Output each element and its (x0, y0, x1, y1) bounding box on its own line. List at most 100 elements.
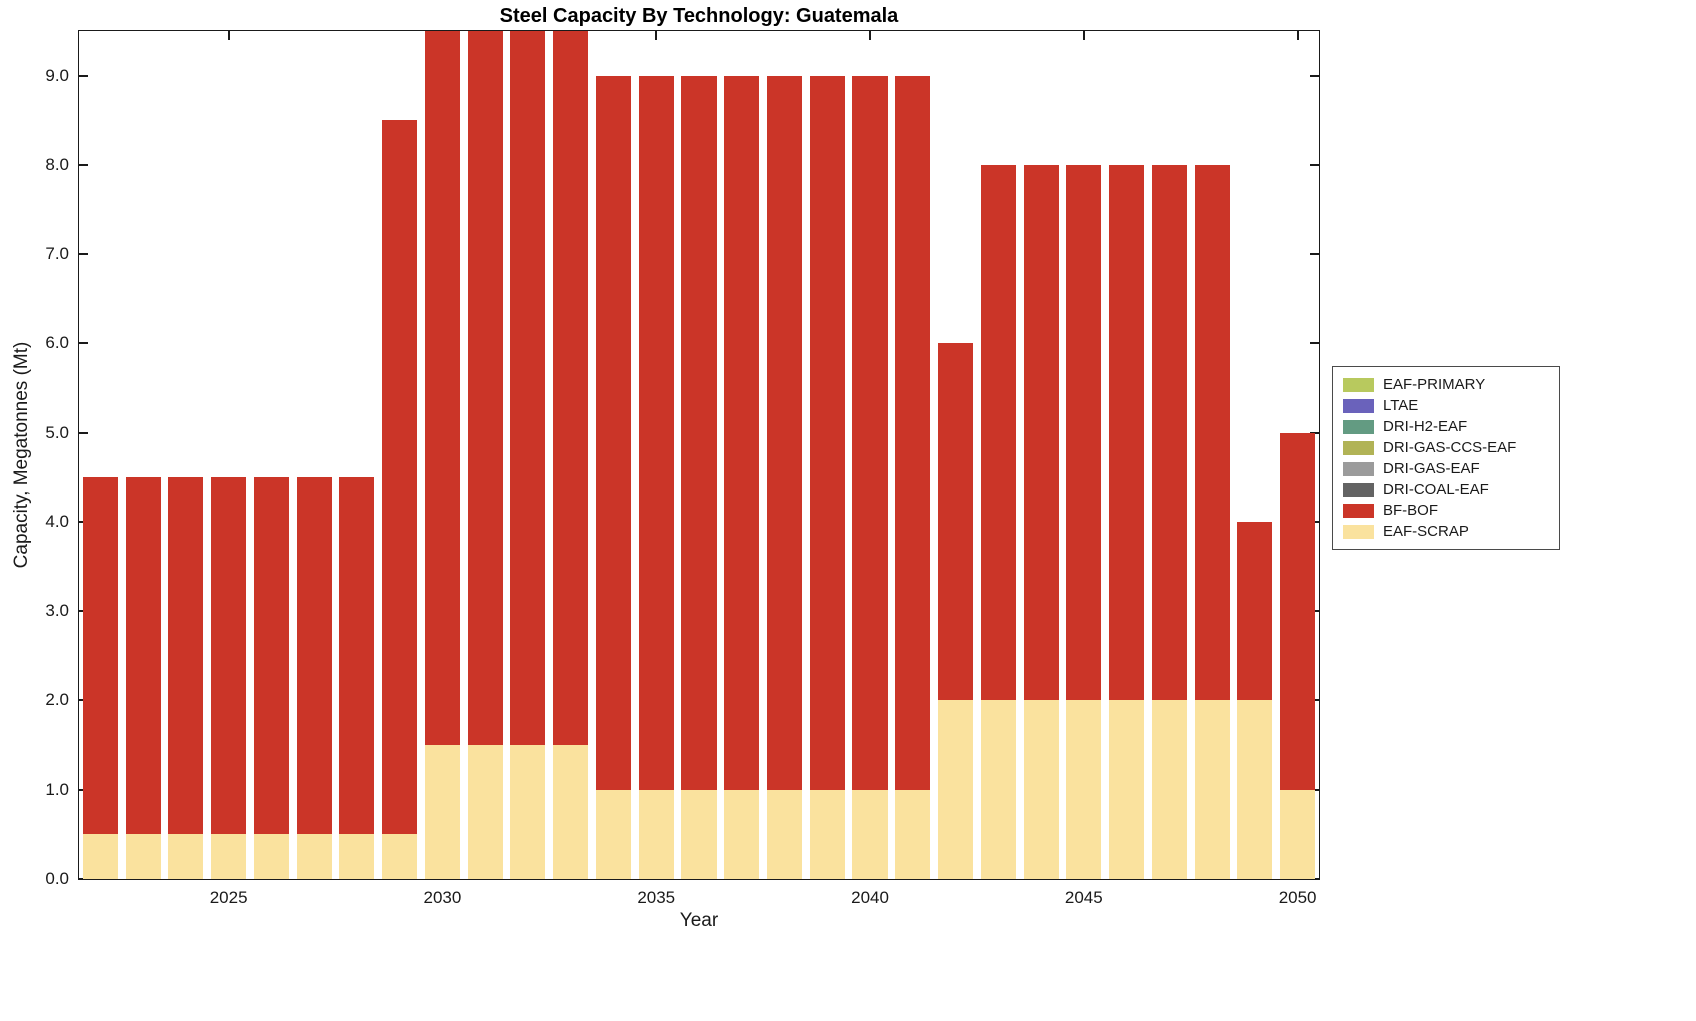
legend-swatch-dri-h2-eaf (1343, 419, 1374, 434)
bar-2024 (165, 31, 208, 879)
bar-2038 (763, 31, 806, 879)
bar-segment-bf-bof (339, 477, 375, 835)
bar-segment-eaf-scrap (211, 834, 247, 879)
bar-2049 (1233, 31, 1276, 879)
bar-segment-eaf-scrap (510, 745, 546, 879)
y-tick-mark-right (1310, 253, 1319, 256)
bar-segment-eaf-scrap (724, 789, 760, 879)
bar-2037 (720, 31, 763, 879)
bar-segment-eaf-scrap (1066, 700, 1102, 879)
bar-segment-eaf-scrap (638, 789, 674, 879)
bar-segment-bf-bof (724, 75, 760, 790)
x-tick-mark-top (655, 31, 658, 40)
bar-2042 (934, 31, 977, 879)
bar-segment-bf-bof (852, 75, 888, 790)
bar-segment-eaf-scrap (1194, 700, 1230, 879)
y-tick-mark-right (1310, 74, 1319, 77)
x-tick-label: 2040 (851, 888, 889, 907)
y-tick-label: 2.0 (45, 690, 69, 710)
bar-segment-bf-bof (895, 75, 931, 790)
legend-swatch-dri-coal-eaf (1343, 482, 1374, 497)
bar-segment-bf-bof (980, 164, 1016, 701)
bar-segment-bf-bof (424, 31, 460, 746)
y-tick-mark-left (79, 74, 88, 77)
x-tick-label: 2050 (1278, 888, 1317, 907)
legend-row: BF-BOF (1343, 500, 1549, 521)
bar-segment-eaf-scrap (766, 789, 803, 879)
y-tick-mark-left (79, 878, 88, 880)
bar-segment-eaf-scrap (1109, 700, 1145, 879)
y-tick-mark-left (79, 253, 88, 256)
bar-segment-bf-bof (1151, 164, 1187, 701)
y-axis-label: Capacity, Megatonnes (Mt) (11, 341, 32, 569)
bar-2043 (977, 31, 1020, 879)
bar-2039 (806, 31, 849, 879)
legend-swatch-bf-bof (1343, 503, 1374, 518)
y-tick-label: 7.0 (45, 244, 69, 264)
legend-label: LTAE (1383, 397, 1419, 414)
bar-segment-eaf-scrap (1151, 700, 1187, 879)
bar-segment-eaf-scrap (296, 834, 332, 879)
bar-segment-bf-bof (809, 75, 845, 790)
legend-row: LTAE (1343, 395, 1549, 416)
legend-row: EAF-SCRAP (1343, 521, 1549, 542)
bar-segment-bf-bof (253, 477, 289, 835)
bar-segment-bf-bof (638, 75, 674, 790)
y-tick-label: 9.0 (45, 65, 69, 85)
legend-swatch-eaf-primary (1343, 377, 1374, 392)
legend-label: EAF-SCRAP (1383, 523, 1469, 540)
bar-segment-eaf-scrap (852, 789, 888, 879)
bar-2030 (421, 31, 464, 879)
bar-segment-eaf-scrap (253, 834, 289, 879)
bar-segment-bf-bof (595, 75, 631, 790)
x-tick-mark-top (869, 31, 872, 40)
bar-2044 (1020, 31, 1063, 879)
bar-segment-eaf-scrap (1237, 700, 1273, 879)
bar-2026 (250, 31, 293, 879)
bar-2028 (336, 31, 379, 879)
bar-segment-bf-bof (1023, 164, 1059, 701)
x-tick-mark-top (227, 31, 230, 40)
bar-segment-bf-bof (1109, 164, 1145, 701)
legend-label: EAF-PRIMARY (1383, 376, 1486, 393)
x-tick-label: 2025 (209, 888, 248, 907)
bar-segment-eaf-scrap (382, 834, 418, 879)
bar-segment-bf-bof (1280, 432, 1316, 790)
x-tick-mark-top (1296, 31, 1299, 40)
legend-swatch-dri-gas-eaf (1343, 461, 1374, 476)
bar-2047 (1148, 31, 1191, 879)
bar-segment-bf-bof (510, 31, 546, 746)
x-tick-label: 2045 (1064, 888, 1103, 907)
bar-segment-bf-bof (681, 75, 717, 790)
bar-2040 (849, 31, 892, 879)
bar-segment-eaf-scrap (125, 834, 161, 879)
bar-segment-bf-bof (296, 477, 332, 835)
bar-segment-eaf-scrap (168, 834, 204, 879)
bar-segment-bf-bof (82, 477, 118, 835)
bar-2029 (378, 31, 421, 879)
legend-swatch-ltae (1343, 398, 1374, 413)
y-tick-mark-left (79, 431, 88, 434)
x-tick-label: 2030 (423, 888, 462, 907)
bar-2036 (678, 31, 721, 879)
y-tick-label: 1.0 (45, 779, 69, 799)
x-axis-label: Year (679, 910, 719, 931)
y-tick-mark-right (1310, 163, 1319, 166)
bar-2046 (1105, 31, 1148, 879)
bar-segment-eaf-scrap (980, 700, 1016, 879)
bar-segment-eaf-scrap (681, 789, 717, 879)
bar-2032 (507, 31, 550, 879)
bar-2041 (891, 31, 934, 879)
y-tick-mark-left (79, 163, 88, 166)
bar-segment-eaf-scrap (553, 745, 589, 879)
y-tick-mark-left (79, 342, 88, 345)
bar-segment-bf-bof (766, 75, 803, 790)
bar-segment-bf-bof (168, 477, 204, 835)
bar-2045 (1062, 31, 1105, 879)
legend-label: DRI-GAS-CCS-EAF (1383, 439, 1517, 456)
plot-area: 0.0 1.0 2.0 3.0 4.0 5.0 6.0 7.0 8.0 9.0 2025 2030 20… (45, 30, 1320, 907)
y-tick-label: 4.0 (45, 511, 69, 531)
bar-2027 (293, 31, 336, 879)
bar-segment-bf-bof (382, 120, 418, 835)
